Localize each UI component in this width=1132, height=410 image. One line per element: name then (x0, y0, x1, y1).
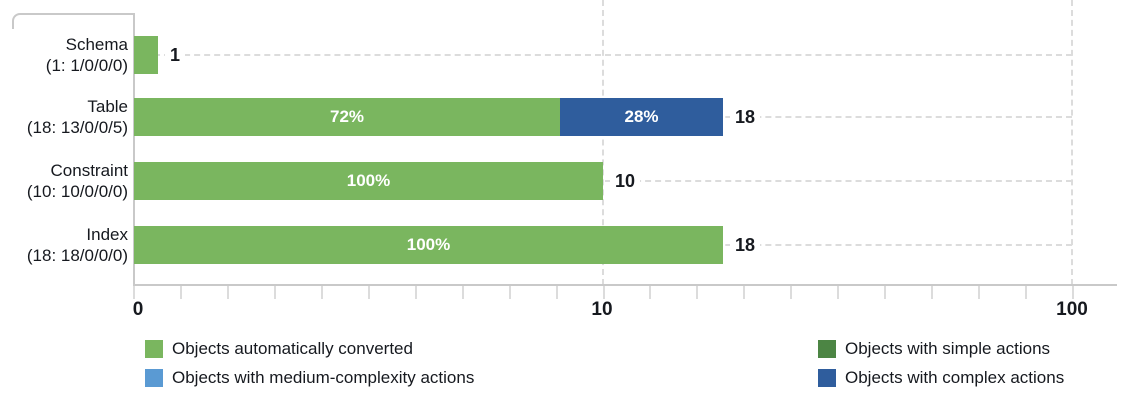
bar-row: 1 (134, 36, 1072, 74)
axis-tick (790, 286, 793, 299)
legend-swatch-icon (145, 368, 163, 387)
category-counts: (18: 13/0/0/5) (26, 118, 128, 137)
axis-tick (884, 286, 887, 299)
legend-swatch-icon (818, 368, 836, 387)
axis-tick (226, 286, 229, 299)
category-name: Table (87, 97, 128, 116)
legend-item: Objects with complex actions (818, 368, 1064, 387)
bar-row: 100% 10 (134, 162, 1072, 200)
legend-swatch-icon (818, 339, 836, 358)
axis-tick (743, 286, 746, 299)
axis-tick (837, 286, 840, 299)
segment-percent-label: 28% (624, 107, 659, 126)
segment-percent-label: 100% (346, 171, 391, 190)
category-label: Constraint (10: 10/0/0/0) (0, 160, 128, 202)
legend-item: Objects automatically converted (145, 339, 474, 358)
bar-row: 72% 28% 18 (134, 98, 1072, 136)
bar-segment: 100% (134, 162, 603, 200)
legend-column: Objects with simple actions Objects with… (818, 339, 1064, 387)
legend-label: Objects with complex actions (845, 368, 1065, 387)
bar-value-label: 18 (730, 234, 761, 256)
bar-row: 100% 18 (134, 226, 1072, 264)
axis-tick (555, 286, 558, 299)
category-label: Table (18: 13/0/0/5) (0, 96, 128, 138)
legend-label: Objects with medium-complexity actions (172, 368, 475, 387)
panel-corner-border (12, 13, 133, 29)
axis-tick (1025, 286, 1028, 299)
axis-tick (273, 286, 276, 299)
axis-tick (978, 286, 981, 299)
legend-swatch-icon (145, 339, 163, 358)
axis-tick (320, 286, 323, 299)
axis-tick (931, 286, 934, 299)
legend-item: Objects with simple actions (818, 339, 1064, 358)
axis-tick (461, 286, 464, 299)
legend-column: Objects automatically converted Objects … (145, 339, 474, 387)
legend-label: Objects automatically converted (172, 339, 413, 358)
segment-percent-label: 72% (329, 107, 365, 126)
x-axis-line (133, 284, 1117, 286)
axis-tick (179, 286, 182, 299)
axis-tick-label: 10 (591, 299, 613, 320)
axis-tick-label: 100 (1056, 299, 1088, 320)
row-gridline (134, 54, 1072, 56)
bar-value-label: 1 (165, 44, 186, 66)
axis-tick (602, 286, 605, 299)
bar-segment: 72% (134, 98, 560, 136)
legend-item: Objects with medium-complexity actions (145, 368, 474, 387)
segment-percent-label: 100% (406, 235, 451, 254)
row-gridline (134, 180, 1072, 182)
bar-value-label: 10 (610, 170, 641, 192)
bar-segment (134, 36, 158, 74)
bar-segment: 28% (560, 98, 723, 136)
category-counts: (18: 18/0/0/0) (26, 246, 128, 265)
legend-label: Objects with simple actions (845, 339, 1051, 358)
y-axis-line (133, 13, 135, 286)
axis-tick (367, 286, 370, 299)
axis-tick (508, 286, 511, 299)
category-label: Schema (1: 1/0/0/0) (0, 34, 128, 76)
category-name: Index (86, 225, 128, 244)
category-counts: (10: 10/0/0/0) (26, 182, 128, 201)
category-name: Constraint (50, 161, 128, 180)
axis-tick (1072, 286, 1074, 299)
category-counts: (1: 1/0/0/0) (45, 56, 128, 75)
axis-tick (696, 286, 699, 299)
category-label: Index (18: 18/0/0/0) (0, 224, 128, 266)
bar-segment: 100% (134, 226, 723, 264)
vertical-gridline (1071, 0, 1073, 285)
axis-tick (649, 286, 652, 299)
vertical-gridline (602, 0, 604, 285)
axis-tick-label: 0 (132, 299, 144, 320)
axis-tick (414, 286, 417, 299)
category-name: Schema (65, 35, 128, 54)
bar-value-label: 18 (730, 106, 761, 128)
axis-tick (133, 286, 135, 299)
